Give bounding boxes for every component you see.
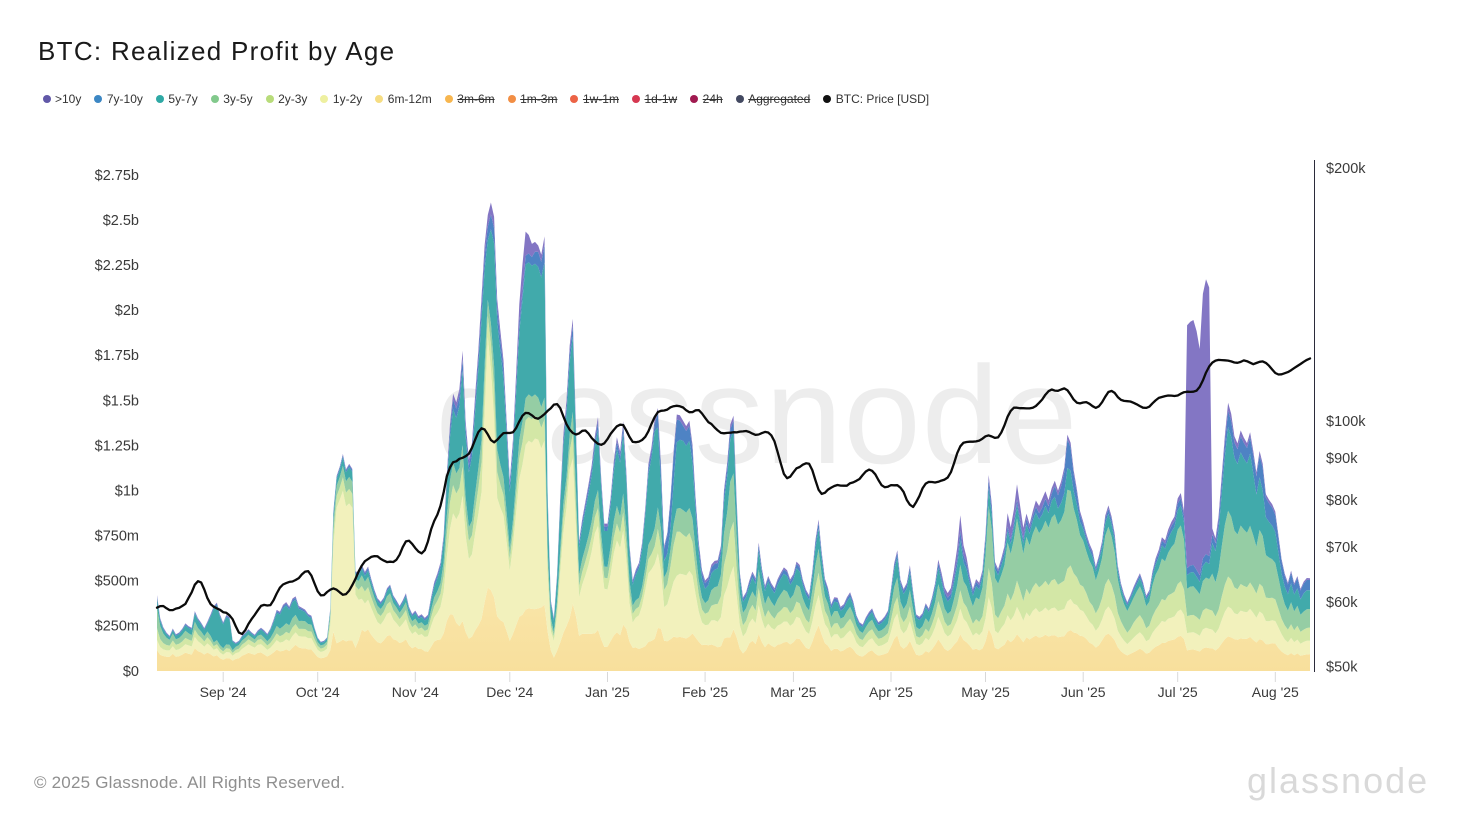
svg-text:Apr '25: Apr '25 <box>869 684 913 700</box>
svg-text:May '25: May '25 <box>961 684 1010 700</box>
svg-text:$250m: $250m <box>95 619 139 635</box>
svg-text:Oct '24: Oct '24 <box>296 684 340 700</box>
svg-text:Mar '25: Mar '25 <box>770 684 816 700</box>
svg-text:Dec '24: Dec '24 <box>486 684 533 700</box>
svg-text:$90k: $90k <box>1326 451 1358 467</box>
svg-text:$0: $0 <box>123 664 139 680</box>
svg-text:$70k: $70k <box>1326 540 1358 556</box>
svg-text:Aug '25: Aug '25 <box>1252 684 1299 700</box>
svg-text:$750m: $750m <box>95 529 139 545</box>
svg-text:$1.75b: $1.75b <box>95 348 139 364</box>
svg-text:Jan '25: Jan '25 <box>585 684 630 700</box>
svg-text:$500m: $500m <box>95 574 139 590</box>
svg-text:$60k: $60k <box>1326 595 1358 611</box>
svg-text:Nov '24: Nov '24 <box>392 684 439 700</box>
svg-text:Jun '25: Jun '25 <box>1061 684 1106 700</box>
svg-text:$100k: $100k <box>1326 414 1366 430</box>
svg-text:Feb '25: Feb '25 <box>682 684 728 700</box>
svg-text:$80k: $80k <box>1326 493 1358 509</box>
svg-text:$2b: $2b <box>115 303 139 319</box>
svg-text:$50k: $50k <box>1326 659 1358 675</box>
svg-text:$2.25b: $2.25b <box>95 258 139 274</box>
svg-text:$2.75b: $2.75b <box>95 168 139 184</box>
svg-text:$200k: $200k <box>1326 161 1366 177</box>
svg-text:Jul '25: Jul '25 <box>1158 684 1198 700</box>
svg-text:$1b: $1b <box>115 483 139 499</box>
svg-text:$1.25b: $1.25b <box>95 438 139 454</box>
svg-text:$2.5b: $2.5b <box>103 213 139 229</box>
svg-text:$1.5b: $1.5b <box>103 393 139 409</box>
svg-text:Sep '24: Sep '24 <box>200 684 247 700</box>
